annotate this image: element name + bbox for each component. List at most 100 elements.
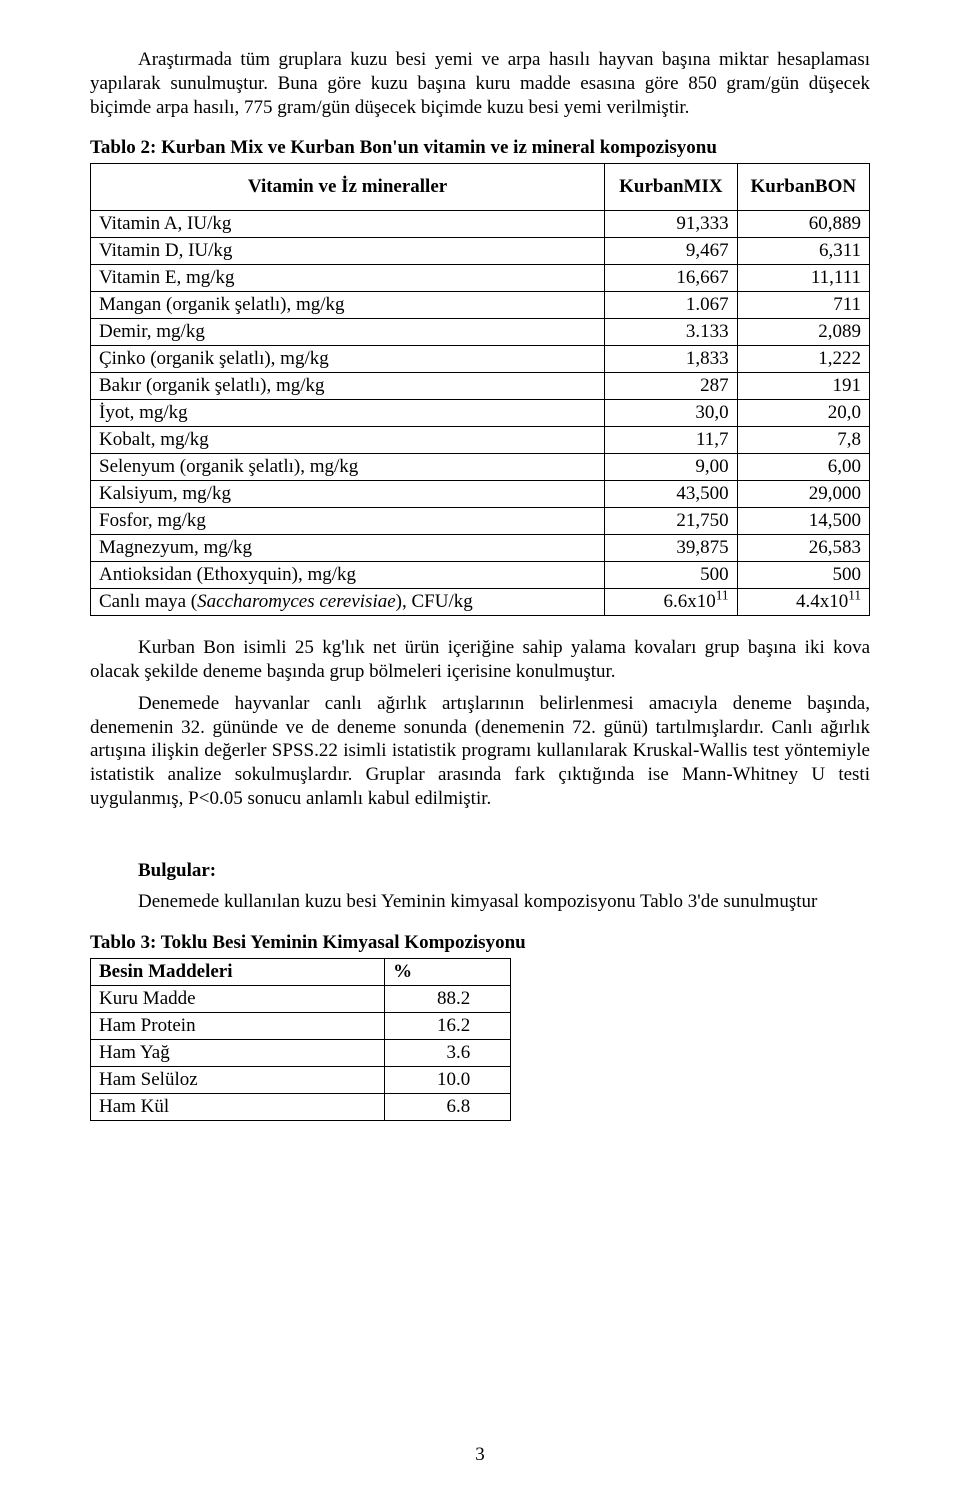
table2-caption: Tablo 2: Kurban Mix ve Kurban Bon'un vit… [90,137,870,159]
table2-cell-bon: 6,311 [737,238,869,265]
table2-cell-label: Çinko (organik şelatlı), mg/kg [91,346,605,373]
table3-cell-label: Kuru Madde [91,986,385,1013]
table2: Vitamin ve İz mineraller KurbanMIX Kurba… [90,163,870,616]
table2-cell-bon: 60,889 [737,211,869,238]
table2-cell-label: Mangan (organik şelatlı), mg/kg [91,292,605,319]
table2-cell-mix: 43,500 [605,481,737,508]
table2-cell-mix: 11,7 [605,427,737,454]
table2-header-2: KurbanBON [737,164,869,211]
table2-cell-label: İyot, mg/kg [91,400,605,427]
table2-cell-mix: 39,875 [605,535,737,562]
lastrow-mix-base: 6.6x10 [664,591,716,612]
table2-header-row: Vitamin ve İz mineraller KurbanMIX Kurba… [91,164,870,211]
table-row: Antioksidan (Ethoxyquin), mg/kg500500 [91,562,870,589]
table3-cell-label: Ham Yağ [91,1040,385,1067]
table-row: Bakır (organik şelatlı), mg/kg287191 [91,373,870,400]
table2-cell-bon: 20,0 [737,400,869,427]
table-row: Ham Yağ3.6 [91,1040,511,1067]
table2-cell-bon: 1,222 [737,346,869,373]
table3-cell-label: Ham Protein [91,1013,385,1040]
lastrow-mix-sup: 11 [716,588,729,603]
table-row: İyot, mg/kg30,020,0 [91,400,870,427]
table-row: Magnezyum, mg/kg39,87526,583 [91,535,870,562]
table2-cell-label: Demir, mg/kg [91,319,605,346]
table2-cell-bon: 191 [737,373,869,400]
table-row: Ham Protein16.2 [91,1013,511,1040]
table2-cell-bon: 500 [737,562,869,589]
page-number: 3 [0,1444,960,1466]
table2-cell-bon: 2,089 [737,319,869,346]
table2-cell-label: Magnezyum, mg/kg [91,535,605,562]
table2-lastrow-mix: 6.6x1011 [605,589,737,616]
lastrow-label-post: ), CFU/kg [396,591,473,612]
table-row: Mangan (organik şelatlı), mg/kg1.067711 [91,292,870,319]
table-row: Selenyum (organik şelatlı), mg/kg9,006,0… [91,454,870,481]
table2-cell-mix: 9,467 [605,238,737,265]
table2-cell-bon: 711 [737,292,869,319]
table3-cell-label: Ham Selüloz [91,1067,385,1094]
table2-cell-bon: 26,583 [737,535,869,562]
table2-cell-mix: 21,750 [605,508,737,535]
lastrow-bon-sup: 11 [848,588,861,603]
table-row: Vitamin E, mg/kg16,66711,111 [91,265,870,292]
table3-cell-value: 10.0 [385,1067,511,1094]
para4: Denemede kullanılan kuzu besi Yeminin ki… [90,890,870,914]
table2-cell-mix: 1.067 [605,292,737,319]
table2-cell-mix: 9,00 [605,454,737,481]
table-row: Kuru Madde88.2 [91,986,511,1013]
table-row: Vitamin A, IU/kg91,33360,889 [91,211,870,238]
table2-cell-mix: 500 [605,562,737,589]
table3-header-row: Besin Maddeleri % [91,959,511,986]
table2-cell-mix: 16,667 [605,265,737,292]
table2-cell-label: Bakır (organik şelatlı), mg/kg [91,373,605,400]
page: Araştırmada tüm gruplara kuzu besi yemi … [0,0,960,1496]
para2: Kurban Bon isimli 25 kg'lık net ürün içe… [90,636,870,684]
lastrow-bon-base: 4.4x10 [796,591,848,612]
table2-cell-label: Selenyum (organik şelatlı), mg/kg [91,454,605,481]
table3-header-0: Besin Maddeleri [91,959,385,986]
table2-cell-label: Antioksidan (Ethoxyquin), mg/kg [91,562,605,589]
table2-lastrow-bon: 4.4x1011 [737,589,869,616]
table2-cell-bon: 29,000 [737,481,869,508]
table-row: Kobalt, mg/kg11,77,8 [91,427,870,454]
table2-cell-label: Kalsiyum, mg/kg [91,481,605,508]
table3-cell-value: 88.2 [385,986,511,1013]
table2-lastrow: Canlı maya (Saccharomyces cerevisiae), C… [91,589,870,616]
table2-cell-bon: 11,111 [737,265,869,292]
table2-cell-mix: 1,833 [605,346,737,373]
para3: Denemede hayvanlar canlı ağırlık artışla… [90,692,870,811]
bulgular-label: Bulgular: [138,860,216,881]
table2-header-1: KurbanMIX [605,164,737,211]
table2-header-0: Vitamin ve İz mineraller [91,164,605,211]
table-row: Ham Kül6.8 [91,1094,511,1121]
table2-cell-label: Vitamin E, mg/kg [91,265,605,292]
table2-cell-bon: 7,8 [737,427,869,454]
table2-lastrow-label: Canlı maya (Saccharomyces cerevisiae), C… [91,589,605,616]
table2-cell-mix: 287 [605,373,737,400]
table2-cell-mix: 30,0 [605,400,737,427]
table2-cell-label: Vitamin A, IU/kg [91,211,605,238]
table-row: Vitamin D, IU/kg9,4676,311 [91,238,870,265]
table2-cell-bon: 14,500 [737,508,869,535]
lastrow-label-italic: Saccharomyces cerevisiae [197,591,396,612]
table3-cell-label: Ham Kül [91,1094,385,1121]
table-row: Kalsiyum, mg/kg43,50029,000 [91,481,870,508]
lastrow-label-pre: Canlı maya ( [99,591,197,612]
table3-cell-value: 6.8 [385,1094,511,1121]
bulgular-heading: Bulgular: [90,859,870,883]
table-row: Demir, mg/kg3.1332,089 [91,319,870,346]
table-row: Ham Selüloz10.0 [91,1067,511,1094]
intro-paragraph: Araştırmada tüm gruplara kuzu besi yemi … [90,48,870,119]
table2-cell-mix: 3.133 [605,319,737,346]
table3-cell-value: 16.2 [385,1013,511,1040]
table2-cell-label: Kobalt, mg/kg [91,427,605,454]
table-row: Çinko (organik şelatlı), mg/kg1,8331,222 [91,346,870,373]
table-row: Fosfor, mg/kg21,75014,500 [91,508,870,535]
table3-cell-value: 3.6 [385,1040,511,1067]
table2-cell-label: Fosfor, mg/kg [91,508,605,535]
table3-caption: Tablo 3: Toklu Besi Yeminin Kimyasal Kom… [90,932,870,954]
table3-header-1: % [385,959,511,986]
table2-cell-label: Vitamin D, IU/kg [91,238,605,265]
table2-cell-bon: 6,00 [737,454,869,481]
table3: Besin Maddeleri % Kuru Madde88.2Ham Prot… [90,958,511,1121]
